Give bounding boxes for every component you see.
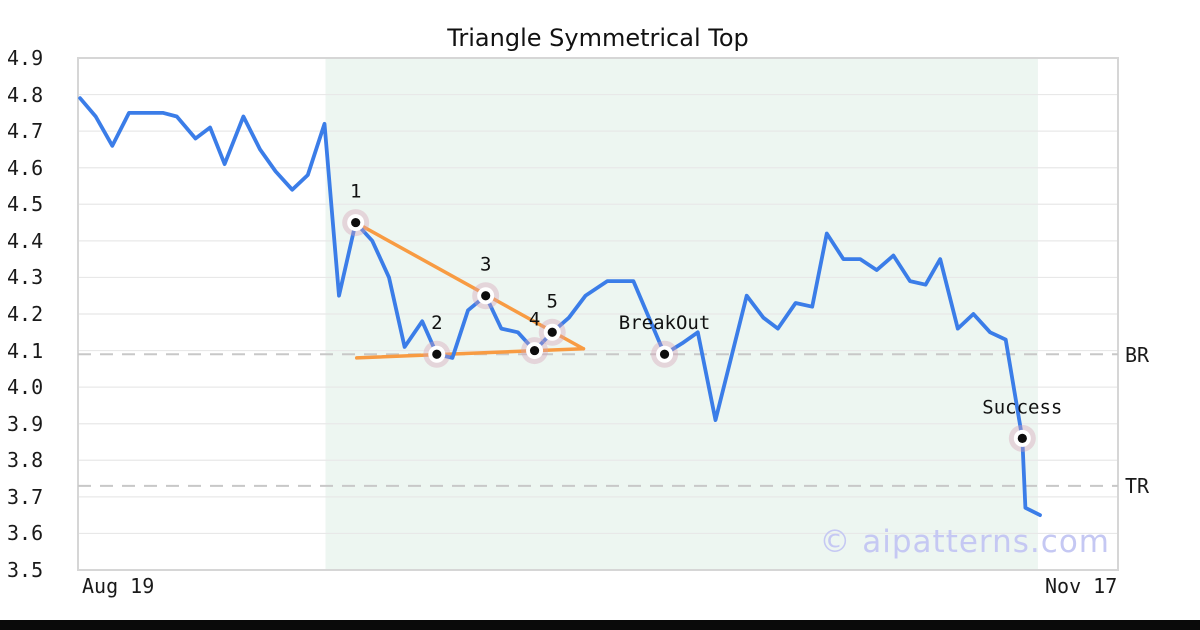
- y-tick-label: 3.5: [7, 558, 44, 582]
- marker-label-4: 4: [529, 309, 540, 331]
- marker-dot-success: [1017, 433, 1027, 443]
- marker-label-2: 2: [431, 312, 442, 334]
- trendline-lower: [354, 346, 586, 360]
- marker-label-breakout: BreakOut: [619, 312, 711, 334]
- plot-border: [77, 57, 1119, 571]
- x-tick-start: Aug 19: [82, 574, 155, 598]
- price-line: [78, 96, 1042, 517]
- y-tick-label: 4.2: [7, 302, 44, 326]
- y-tick-label: 4.6: [7, 155, 44, 180]
- y-tick-label: 4.8: [7, 82, 44, 107]
- marker-dot-1: [351, 217, 361, 228]
- y-tick-label: 4.5: [7, 192, 44, 217]
- footer-bar: [0, 620, 1200, 630]
- marker-dot-3: [481, 291, 491, 301]
- marker-dot-2: [432, 349, 442, 359]
- y-tick-label: 3.7: [7, 484, 44, 509]
- breakout-level-label: BR: [1125, 343, 1150, 367]
- y-tick-label: 4.3: [7, 265, 44, 290]
- y-tick-label: 3.9: [7, 411, 44, 436]
- marker-dot-5: [547, 327, 557, 337]
- target-level-label: TR: [1125, 474, 1150, 498]
- marker-label-success: Success: [982, 396, 1062, 418]
- y-tick-label: 4.9: [7, 46, 44, 70]
- chart-title: Triangle Symmetrical Top: [447, 24, 749, 52]
- y-tick-label: 4.0: [7, 375, 44, 400]
- marker-label-3: 3: [480, 254, 491, 276]
- y-tick-label: 4.7: [7, 119, 44, 144]
- y-tick-label: 3.8: [7, 448, 44, 473]
- y-tick-label: 3.6: [7, 521, 44, 546]
- marker-dot-4: [529, 345, 540, 356]
- y-tick-label: 4.4: [7, 228, 44, 253]
- marker-label-1: 1: [350, 181, 361, 203]
- watermark: © aipatterns.com: [819, 524, 1110, 560]
- marker-dot-breakout: [659, 349, 670, 359]
- x-tick-end: Nov 17: [1045, 574, 1118, 598]
- y-tick-label: 4.1: [7, 338, 44, 363]
- marker-label-5: 5: [547, 290, 558, 312]
